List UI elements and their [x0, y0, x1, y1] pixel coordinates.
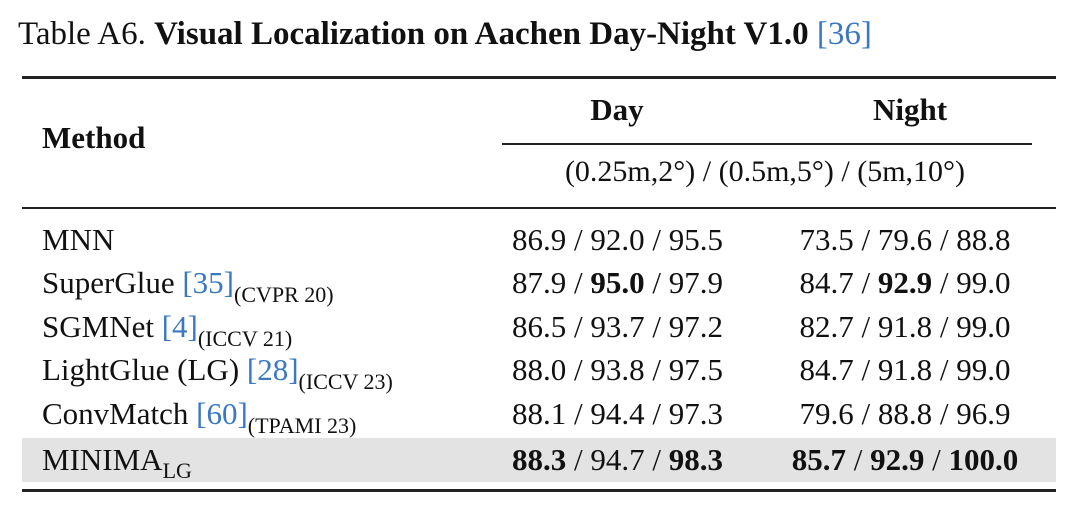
- night-value: 91.8: [877, 352, 933, 387]
- day-value: 88.3: [512, 442, 567, 477]
- method-name: SGMNet: [42, 309, 154, 344]
- table-caption: Table A6. Visual Localization on Aachen …: [18, 12, 1062, 56]
- day-value: 94.4: [590, 396, 645, 431]
- citation-link[interactable]: [35]: [182, 265, 234, 300]
- top-rule: [22, 76, 1056, 79]
- method-name: MINIMA: [42, 442, 163, 477]
- day-value: 92.0: [590, 222, 645, 257]
- method-name: SuperGlue: [42, 265, 175, 300]
- caption-title: Visual Localization on Aachen Day-Night …: [154, 16, 809, 52]
- day-value: 88.0: [512, 352, 567, 387]
- night-value: 84.7: [799, 265, 854, 300]
- method-cell: SuperGlue [35](CVPR 20): [42, 265, 334, 307]
- day-results-cell: 87.9 / 95.0 / 97.9: [512, 265, 723, 300]
- night-value: 100.0: [948, 442, 1019, 477]
- night-value: 79.6: [799, 396, 854, 431]
- night-value: 92.9: [870, 442, 925, 477]
- caption-prefix: Table A6.: [18, 16, 146, 52]
- method-name: MNN: [42, 222, 115, 257]
- night-value: 85.7: [791, 442, 846, 477]
- day-value: 97.5: [668, 352, 723, 387]
- method-cell: MINIMALG: [42, 442, 192, 483]
- day-results-cell: 88.0 / 93.8 / 97.5: [512, 352, 723, 387]
- table-row: SGMNet [4](ICCV 21) 86.5 / 93.7 / 97.2 82.…: [0, 305, 1080, 351]
- day-value: 97.9: [668, 265, 723, 300]
- header-method: Method: [42, 120, 146, 155]
- venue-label: (ICCV 21): [197, 326, 293, 351]
- method-name: LightGlue (LG): [42, 352, 240, 387]
- method-cell: ConvMatch [60](TPAMI 23): [42, 396, 356, 438]
- day-value: 94.7: [590, 442, 645, 477]
- night-value: 99.0: [956, 309, 1011, 344]
- method-name: ConvMatch: [42, 396, 189, 431]
- citation-link[interactable]: [28]: [246, 352, 299, 387]
- caption-citation-link[interactable]: [36]: [816, 16, 872, 52]
- day-value: 86.9: [512, 222, 567, 257]
- night-value: 96.9: [956, 396, 1011, 431]
- night-value: 84.7: [799, 352, 854, 387]
- day-results-cell: 86.9 / 92.0 / 95.5: [512, 222, 723, 257]
- table-row: MINIMALG 88.3 / 94.7 / 98.3 85.7 / 92.9 / …: [0, 438, 1080, 483]
- table-row: ConvMatch [60](TPAMI 23) 88.1 / 94.4 / 97…: [0, 392, 1080, 438]
- day-value: 87.9: [512, 265, 567, 300]
- method-cell: LightGlue (LG) [28](ICCV 23): [42, 352, 393, 394]
- venue-label: (ICCV 23): [298, 369, 393, 394]
- night-value: 99.0: [956, 265, 1011, 300]
- method-cell: SGMNet [4](ICCV 21): [42, 309, 292, 351]
- table-row: LightGlue (LG) [28](ICCV 23) 88.0 / 93.8 …: [0, 348, 1080, 394]
- day-results-cell: 88.1 / 94.4 / 97.3: [512, 396, 723, 431]
- highlighted-row-background: [22, 438, 1056, 482]
- night-results-cell: 82.7 / 91.8 / 99.0: [799, 309, 1011, 344]
- night-results-cell: 79.6 / 88.8 / 96.9: [799, 396, 1011, 431]
- night-value: 92.9: [877, 265, 933, 300]
- day-value: 93.7: [590, 309, 645, 344]
- table-row: MNN 86.9 / 92.0 / 95.5 73.5 / 79.6 / 88.8: [0, 218, 1080, 262]
- night-value: 88.8: [877, 396, 933, 431]
- night-value: 88.8: [956, 222, 1011, 257]
- method-cell: MNN: [42, 222, 114, 258]
- bottom-rule: [22, 489, 1056, 492]
- day-value: 86.5: [512, 309, 567, 344]
- header-day: Day: [590, 92, 644, 127]
- day-results-cell: 88.3 / 94.7 / 98.3: [512, 442, 723, 477]
- header-group-rule: [502, 143, 1032, 145]
- night-value: 82.7: [799, 309, 854, 344]
- citation-link[interactable]: [60]: [196, 396, 248, 431]
- day-value: 95.0: [590, 265, 645, 300]
- day-results-cell: 86.5 / 93.7 / 97.2: [512, 309, 723, 344]
- day-value: 98.3: [668, 442, 723, 477]
- table-row: SuperGlue [35](CVPR 20) 87.9 / 95.0 / 97.…: [0, 261, 1080, 307]
- citation-link[interactable]: [4]: [161, 309, 198, 344]
- day-value: 93.8: [590, 352, 645, 387]
- night-value: 99.0: [956, 352, 1011, 387]
- day-value: 97.2: [668, 309, 723, 344]
- night-value: 91.8: [877, 309, 933, 344]
- day-value: 97.3: [668, 396, 723, 431]
- day-value: 88.1: [512, 396, 567, 431]
- night-results-cell: 73.5 / 79.6 / 88.8: [799, 222, 1011, 257]
- header-night: Night: [872, 92, 948, 127]
- night-value: 79.6: [877, 222, 933, 257]
- night-value: 73.5: [799, 222, 854, 257]
- night-results-cell: 84.7 / 91.8 / 99.0: [799, 352, 1011, 387]
- venue-label: (TPAMI 23): [247, 413, 357, 438]
- day-value: 95.5: [668, 222, 723, 257]
- method-subscript: LG: [162, 458, 192, 483]
- header-rule: [22, 207, 1056, 209]
- venue-label: (CVPR 20): [234, 282, 334, 307]
- night-results-cell: 85.7 / 92.9 / 100.0: [791, 442, 1019, 477]
- night-results-cell: 84.7 / 92.9 / 99.0: [799, 265, 1011, 300]
- header-thresholds: (0.25m,2°) / (0.5m,5°) / (5m,10°): [564, 155, 966, 188]
